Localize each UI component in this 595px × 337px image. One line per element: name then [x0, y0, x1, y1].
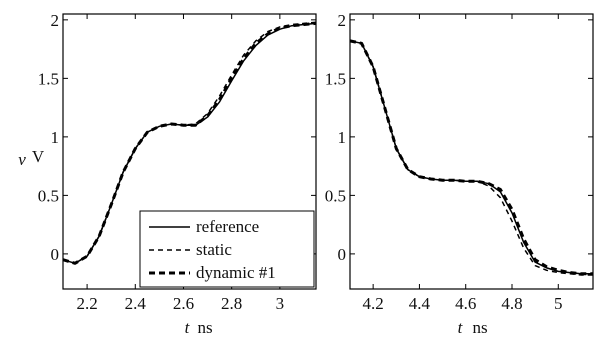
legend-label-reference: reference: [196, 217, 259, 236]
left-xtick-label: 2.6: [173, 294, 194, 313]
right-series-static: [349, 40, 593, 276]
right-xtick-label: 4.4: [409, 294, 431, 313]
right-ytick-label: 1.5: [325, 69, 346, 88]
right-ytick-label: 0.5: [325, 186, 346, 205]
left-ytick-label: 0.5: [38, 186, 59, 205]
right-plot-frame: [349, 13, 594, 290]
left-xtick-label: 2.8: [221, 294, 242, 313]
left-plot-frame: [62, 13, 317, 290]
left-series-static: [62, 21, 317, 265]
right-ytick-label: 1: [338, 128, 347, 147]
left-xtick-label: 2.4: [125, 294, 147, 313]
right-xtick-label: 5: [554, 294, 563, 313]
left-xlabel-symbol: t: [185, 318, 191, 337]
left-xlabel-unit: ns: [197, 318, 212, 337]
right-ytick-label: 2: [338, 11, 347, 30]
legend: reference static dynamic #1: [139, 210, 315, 288]
left-ylabel-unit: V: [32, 147, 45, 166]
left-panel: 2.2 2.4 2.6 2.8 3 0 0.5 1 1.5 2 v V t ns referenc…: [18, 11, 317, 337]
right-series-dynamic-1: [349, 39, 593, 276]
right-xlabel-symbol: t: [458, 318, 464, 337]
right-panel: 4.2 4.4 4.6 4.8 5 0 0.5 1 1.5 2 t ns: [325, 11, 594, 337]
right-ytick-label: 0: [338, 245, 347, 264]
legend-label-static: static: [196, 240, 232, 259]
left-ytick-label: 1: [51, 128, 60, 147]
left-ylabel-symbol: v: [18, 150, 26, 169]
left-xtick-label: 3: [276, 294, 285, 313]
right-xtick-label: 4.6: [455, 294, 476, 313]
left-ytick-label: 2: [51, 11, 60, 30]
left-ytick-label: 0: [51, 245, 60, 264]
legend-label-dynamic: dynamic #1: [196, 263, 276, 282]
right-xlabel-unit: ns: [472, 318, 487, 337]
left-xtick-label: 2.2: [76, 294, 97, 313]
right-xtick-label: 4.2: [363, 294, 384, 313]
right-xtick-label: 4.8: [501, 294, 522, 313]
left-ytick-label: 1.5: [38, 69, 59, 88]
right-series-reference: [349, 40, 593, 275]
